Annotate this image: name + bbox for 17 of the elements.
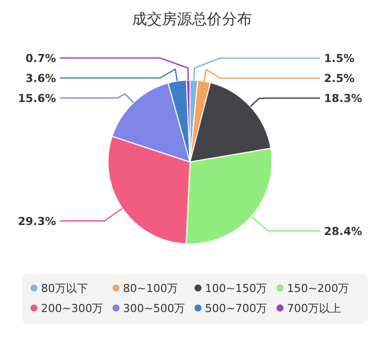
- data-label: 15.6%: [18, 92, 56, 106]
- data-label: 0.7%: [25, 52, 56, 66]
- chart-title: 成交房源总价分布: [132, 10, 252, 28]
- legend-label: 80万以下: [41, 282, 88, 295]
- legend-label: 100~150万: [205, 282, 268, 295]
- legend-label: 500~700万: [205, 302, 268, 315]
- data-label: 3.6%: [25, 72, 56, 86]
- legend-label: 80~100万: [123, 282, 178, 295]
- legend-label: 150~200万: [287, 282, 350, 295]
- data-label: 18.3%: [324, 92, 362, 106]
- legend-label: 300~500万: [123, 302, 186, 315]
- data-label: 28.4%: [324, 224, 362, 238]
- legend-label: 200~300万: [41, 302, 104, 315]
- data-label: 29.3%: [18, 214, 56, 228]
- legend-label: 700万以上: [287, 302, 341, 315]
- data-label: 2.5%: [324, 72, 355, 86]
- data-label: 1.5%: [324, 52, 355, 66]
